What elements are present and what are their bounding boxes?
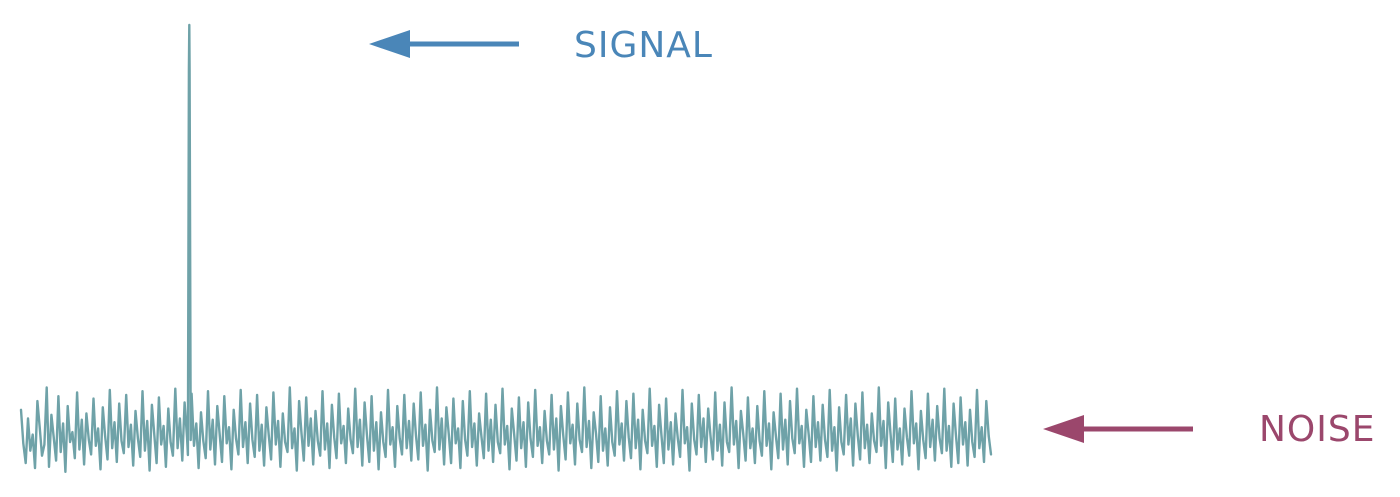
noise-arrow-head: [1043, 415, 1084, 443]
signal-label: SIGNAL: [574, 25, 713, 66]
noise-label: NOISE: [1259, 409, 1376, 450]
waveform-line: [19, 23, 993, 473]
signal-arrow-head: [369, 30, 410, 58]
signal-arrow: [369, 30, 519, 58]
noise-arrow: [1043, 415, 1193, 443]
